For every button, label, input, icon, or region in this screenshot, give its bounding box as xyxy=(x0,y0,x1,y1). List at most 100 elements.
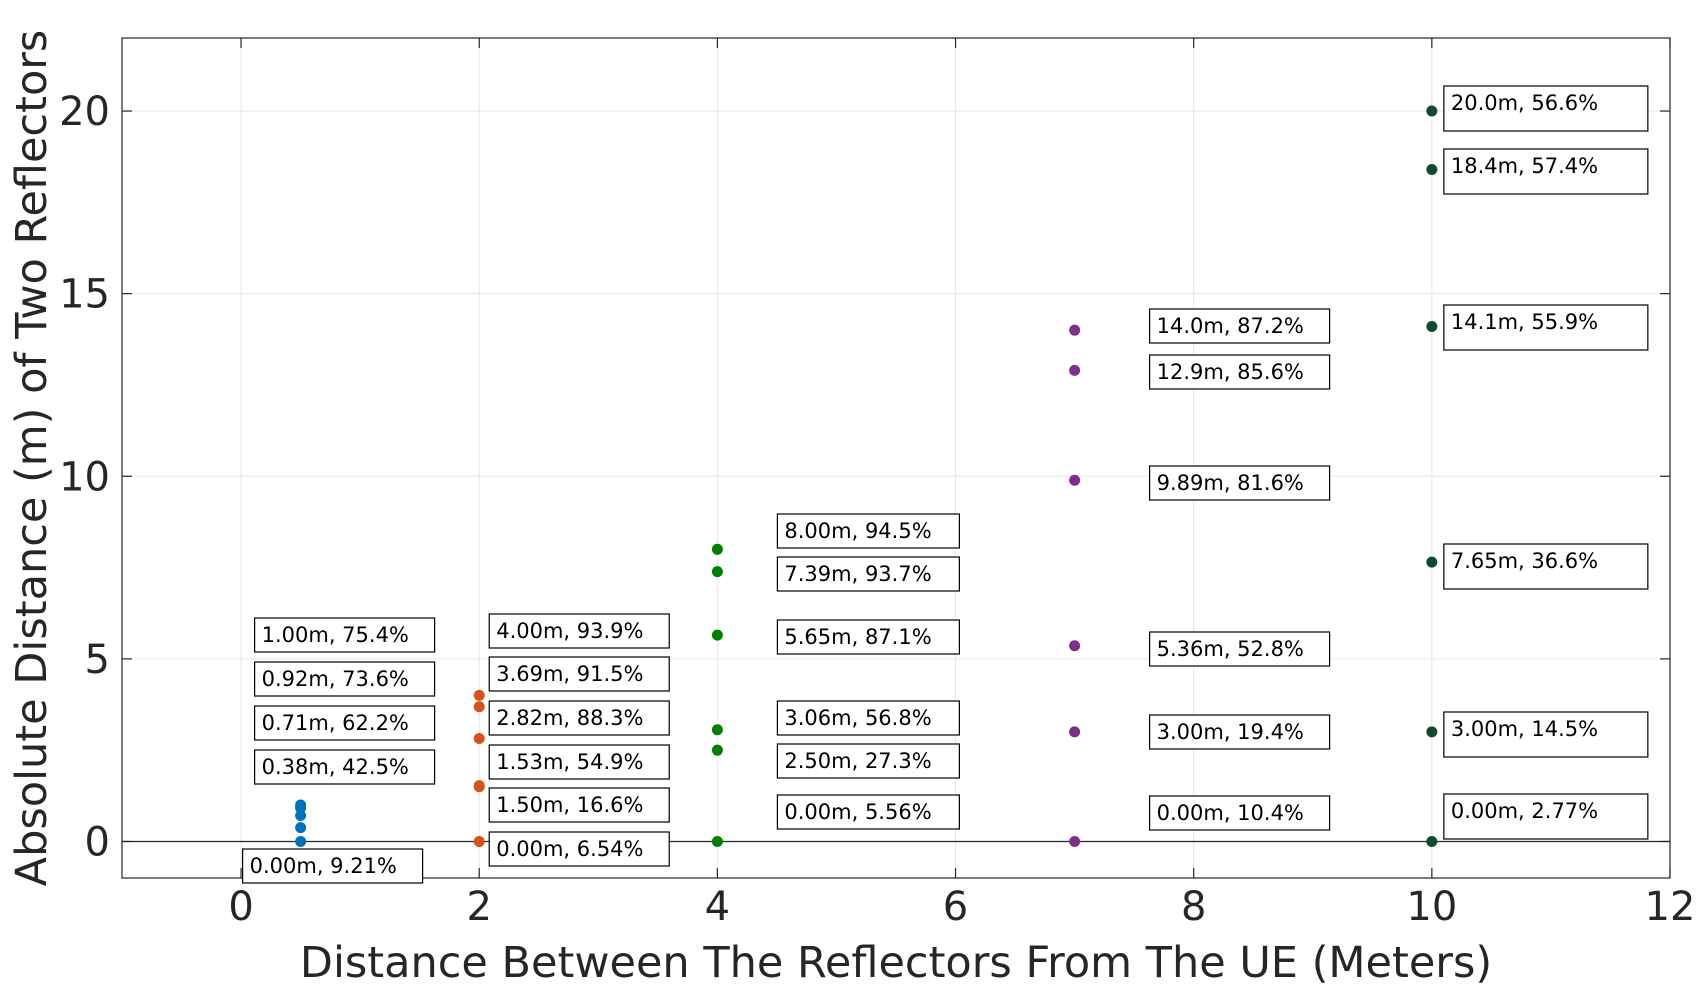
x-tick-label: 0 xyxy=(228,884,253,930)
x-tick-label: 4 xyxy=(705,884,730,930)
data-point xyxy=(1069,640,1081,652)
data-annotation-box xyxy=(1443,148,1649,195)
data-annotation-box xyxy=(242,848,424,884)
data-annotation-label: 0.00m, 5.56% xyxy=(784,800,931,824)
data-point xyxy=(473,689,485,701)
x-axis-label: Distance Between The Reflectors From The… xyxy=(300,938,1492,988)
data-annotation-box xyxy=(488,744,670,780)
data-annotation-label: 0.38m, 42.5% xyxy=(262,755,409,779)
data-annotation-box xyxy=(488,656,670,692)
data-annotation-label: 20.0m, 56.6% xyxy=(1451,91,1598,115)
x-tick-label: 6 xyxy=(943,884,968,930)
data-annotation-box xyxy=(488,787,670,823)
data-point xyxy=(1426,105,1438,117)
data-point xyxy=(1426,726,1438,738)
data-annotation-box xyxy=(1443,793,1649,840)
x-tick-label: 8 xyxy=(1181,884,1206,930)
data-point xyxy=(295,802,307,814)
data-annotation-label: 1.50m, 16.6% xyxy=(496,793,643,817)
data-annotation-label: 7.39m, 93.7% xyxy=(784,562,931,586)
data-point xyxy=(711,835,723,847)
data-annotation-box xyxy=(776,794,960,830)
annotation-layer xyxy=(242,85,1649,884)
labels-layer: 0 2 4 6 8 10 12 0 5 10 15 20 Distance Between The Re… xyxy=(7,30,1695,988)
y-tick-label: 0 xyxy=(85,819,110,865)
data-annotation-label: 5.36m, 52.8% xyxy=(1157,637,1304,661)
data-point xyxy=(1069,364,1081,376)
points-layer xyxy=(295,105,1438,847)
data-annotation-box xyxy=(1149,631,1331,667)
data-point xyxy=(1426,556,1438,568)
data-annotation-label: 0.71m, 62.2% xyxy=(262,711,409,735)
data-point xyxy=(473,835,485,847)
x-tick-label: 10 xyxy=(1406,884,1457,930)
y-axis-label: Absolute Distance (m) of Two Reflectors xyxy=(7,30,57,887)
data-point xyxy=(295,810,307,822)
y-tick-label: 20 xyxy=(59,89,110,135)
data-annotation-label: 2.82m, 88.3% xyxy=(496,706,643,730)
y-tick-label: 10 xyxy=(59,454,110,500)
data-annotation-label: 14.1m, 55.9% xyxy=(1451,310,1598,334)
data-annotation-label: 0.00m, 10.4% xyxy=(1157,801,1304,825)
data-annotation-box xyxy=(1149,308,1331,344)
axes-layer xyxy=(121,37,1671,879)
data-point xyxy=(711,629,723,641)
data-annotation-label: 8.00m, 94.5% xyxy=(784,519,931,543)
data-annotation-label: 7.65m, 36.6% xyxy=(1451,549,1598,573)
data-annotation-box xyxy=(776,556,960,592)
data-annotation-box xyxy=(776,700,960,736)
y-tick-label: 15 xyxy=(59,272,110,318)
data-annotation-label: 2.50m, 27.3% xyxy=(784,749,931,773)
data-annotation-box xyxy=(1443,543,1649,590)
data-annotation-box xyxy=(1443,304,1649,351)
data-point xyxy=(473,732,485,744)
data-annotation-box xyxy=(1443,85,1649,132)
data-annotation-label: 4.00m, 93.9% xyxy=(496,619,643,643)
data-annotation-box xyxy=(776,513,960,549)
data-point xyxy=(1069,474,1081,486)
data-annotation-box xyxy=(488,831,670,867)
data-annotation-label: 1.53m, 54.9% xyxy=(496,750,643,774)
grid-layer xyxy=(122,38,1671,878)
data-annotation-label: 3.00m, 14.5% xyxy=(1451,717,1598,741)
data-point xyxy=(295,835,307,847)
data-annotation-box xyxy=(1149,795,1331,831)
data-point xyxy=(1069,324,1081,336)
data-point xyxy=(1426,835,1438,847)
data-point xyxy=(711,566,723,578)
data-point xyxy=(1069,726,1081,738)
data-annotation-box xyxy=(1149,714,1331,750)
data-annotation-label: 3.69m, 91.5% xyxy=(496,662,643,686)
data-annotation-box xyxy=(1443,711,1649,758)
data-annotation-box xyxy=(776,619,960,655)
data-point xyxy=(473,701,485,713)
data-annotation-label: 0.92m, 73.6% xyxy=(262,667,409,691)
data-annotation-box xyxy=(1149,354,1331,390)
data-annotation-label: 0.00m, 2.77% xyxy=(1451,799,1598,823)
data-point xyxy=(1426,163,1438,175)
data-annotation-label: 14.0m, 87.2% xyxy=(1157,314,1304,338)
x-tick-label: 12 xyxy=(1645,884,1696,930)
data-annotation-box xyxy=(254,705,436,741)
plot-frame xyxy=(121,37,1671,879)
data-point xyxy=(711,543,723,555)
data-point xyxy=(1069,835,1081,847)
data-annotation-label: 0.00m, 9.21% xyxy=(250,854,397,878)
x-tick-label: 2 xyxy=(467,884,492,930)
data-annotation-box xyxy=(1149,465,1331,501)
data-annotation-box xyxy=(254,749,436,785)
data-annotation-label: 5.65m, 87.1% xyxy=(784,625,931,649)
data-annotation-label: 9.89m, 81.6% xyxy=(1157,471,1304,495)
data-annotation-label: 3.06m, 56.8% xyxy=(784,706,931,730)
data-annotation-label: 1.00m, 75.4% xyxy=(262,623,409,647)
data-point xyxy=(711,744,723,756)
data-point xyxy=(295,822,307,834)
data-annotation-box xyxy=(776,743,960,779)
data-point xyxy=(1426,321,1438,333)
data-annotation-box xyxy=(254,617,436,653)
data-annotation-box xyxy=(254,661,436,697)
data-annotation-label: 18.4m, 57.4% xyxy=(1451,154,1598,178)
data-point xyxy=(711,724,723,736)
data-point xyxy=(473,781,485,793)
y-tick-label: 5 xyxy=(85,637,110,683)
